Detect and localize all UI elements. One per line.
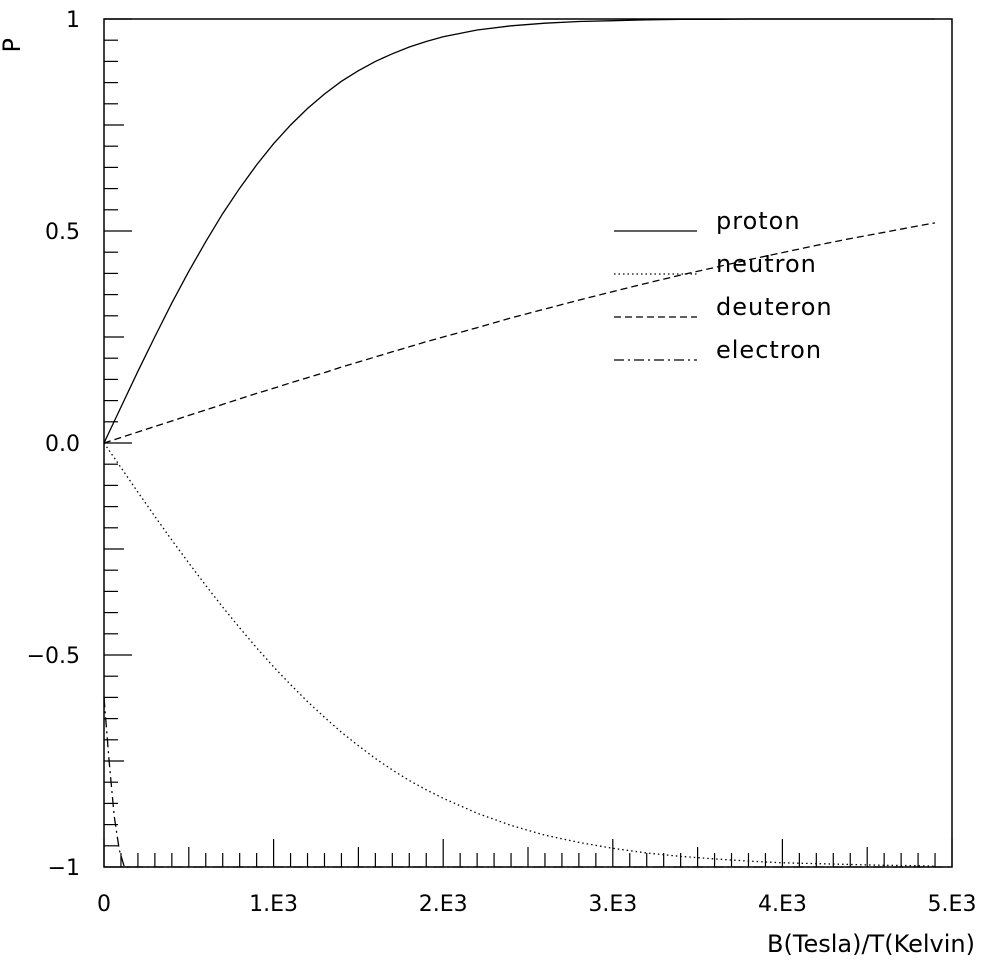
y-tick-label: −0.5: [27, 644, 80, 669]
axis-ticks: [103, 18, 953, 868]
x-axis-label: B(Tesla)/T(Kelvin): [767, 930, 975, 958]
series-lines: [103, 18, 952, 868]
y-tick-label: 1: [66, 8, 80, 33]
legend-label-proton: proton: [716, 207, 801, 235]
x-tick-label: 3.E3: [588, 892, 637, 917]
legend: proton neutron deuteron electron: [614, 207, 833, 364]
y-axis-label: P: [0, 38, 26, 52]
legend-label-neutron: neutron: [716, 250, 817, 278]
x-tick-label: 5.E3: [928, 892, 977, 917]
y-tick-label: −1: [48, 856, 80, 881]
plot-frame: [103, 18, 953, 868]
x-tick-label: 4.E3: [758, 892, 807, 917]
x-tick-label: 1.E3: [249, 892, 298, 917]
legend-label-electron: electron: [716, 336, 822, 364]
x-tick-label: 0: [97, 892, 111, 917]
series-line-proton: [103, 18, 935, 444]
series-line-neutron: [103, 442, 936, 867]
y-tick-label: 0.5: [45, 220, 80, 245]
x-tick-label: 2.E3: [419, 892, 468, 917]
legend-label-deuteron: deuteron: [716, 293, 833, 321]
tick-labels: 0 1.E3 2.E3 3.E3 4.E3 5.E3 −1 −0.5 0.0 0.5 1: [27, 8, 977, 917]
series-line-electron: [103, 697, 952, 868]
series-line-deuteron: [103, 222, 936, 444]
y-tick-label: 0.0: [45, 432, 80, 457]
